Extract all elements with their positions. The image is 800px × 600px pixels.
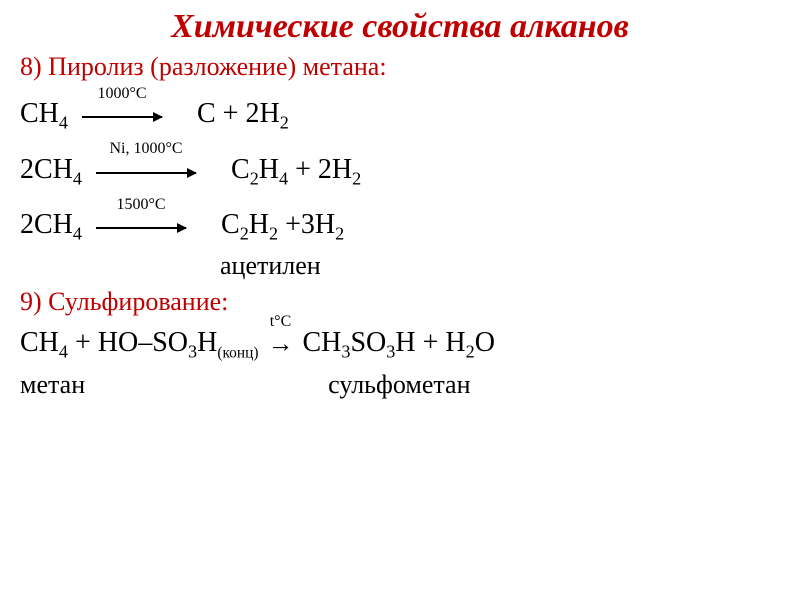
r2-r1: C bbox=[231, 154, 250, 185]
r4-name-left: метан bbox=[20, 370, 85, 399]
r4-p3s: (конц) bbox=[217, 344, 258, 361]
section-9-heading: 9) Сульфирование: bbox=[20, 287, 780, 317]
r2-left: 2CH bbox=[20, 154, 73, 185]
r2-left-sub: 4 bbox=[73, 168, 82, 188]
r3-r1: C bbox=[221, 209, 240, 240]
r4-p5: SO bbox=[350, 327, 386, 358]
section-9-num: 9) bbox=[20, 287, 42, 316]
r1-left-sub: 4 bbox=[59, 113, 68, 133]
section-8-num: 8) bbox=[20, 52, 42, 81]
r4-p6: H + H bbox=[395, 327, 465, 358]
r3-arrow: 1500°C bbox=[96, 211, 186, 243]
r1-left: CH bbox=[20, 98, 59, 129]
r3-r1s: 2 bbox=[240, 224, 249, 244]
r4-p3: H bbox=[197, 327, 217, 358]
reaction-4: CH4 + HO–SO3H(конц) t°C → CH3SO3H + H2O bbox=[20, 327, 780, 363]
r3-r2: H bbox=[249, 209, 269, 240]
r1-arrow-line bbox=[82, 116, 162, 118]
r4-names: метан сульфометан bbox=[20, 370, 780, 400]
r4-p7: O bbox=[475, 327, 495, 358]
r3-below-label: ацетилен bbox=[20, 251, 780, 281]
r3-cond: 1500°C bbox=[116, 197, 165, 213]
r2-r1s: 2 bbox=[250, 168, 259, 188]
section-8-label: Пиролиз (разложение) метана: bbox=[48, 52, 386, 81]
r4-p1s: 4 bbox=[59, 341, 68, 361]
r1-right: C + 2H bbox=[197, 98, 280, 129]
reaction-3: 2CH4 1500°C C2H2 +3H2 bbox=[20, 209, 780, 245]
r2-arrow-line bbox=[96, 172, 196, 174]
r4-p2: + HO–SO bbox=[68, 327, 188, 358]
r3-r3s: 2 bbox=[335, 224, 344, 244]
r4-p2s: 3 bbox=[188, 341, 197, 361]
r3-r2s: 2 bbox=[269, 224, 278, 244]
r4-arrow-glyph: → bbox=[267, 329, 293, 358]
r4-arrow: t°C → bbox=[267, 328, 293, 360]
r1-cond: 1000°C bbox=[97, 86, 146, 102]
section-9-label: Сульфирование: bbox=[48, 287, 228, 316]
r4-cond: t°C bbox=[270, 314, 292, 330]
r2-cond: Ni, 1000°C bbox=[109, 141, 182, 157]
reaction-2: 2CH4 Ni, 1000°C C2H4 + 2H2 bbox=[20, 154, 780, 190]
r3-arrow-line bbox=[96, 227, 186, 229]
r4-p1: CH bbox=[20, 327, 59, 358]
r4-p4: CH bbox=[295, 327, 341, 358]
r2-r3s: 2 bbox=[352, 168, 361, 188]
r2-r2: H bbox=[259, 154, 279, 185]
r2-r2s: 4 bbox=[279, 168, 288, 188]
r1-right-sub: 2 bbox=[280, 113, 289, 133]
r2-r3: + 2H bbox=[288, 154, 352, 185]
r3-left: 2CH bbox=[20, 209, 73, 240]
r3-r3: +3H bbox=[278, 209, 335, 240]
r1-arrow: 1000°C bbox=[82, 100, 162, 132]
section-8-heading: 8) Пиролиз (разложение) метана: bbox=[20, 52, 780, 82]
r3-left-sub: 4 bbox=[73, 224, 82, 244]
reaction-1: CH4 1000°C C + 2H2 bbox=[20, 98, 780, 134]
r2-arrow: Ni, 1000°C bbox=[96, 155, 196, 187]
slide-title: Химические свойства алканов bbox=[20, 8, 780, 46]
r4-name-right: сульфометан bbox=[328, 370, 470, 399]
r4-p5s: 3 bbox=[386, 341, 395, 361]
r4-p6s: 2 bbox=[466, 341, 475, 361]
